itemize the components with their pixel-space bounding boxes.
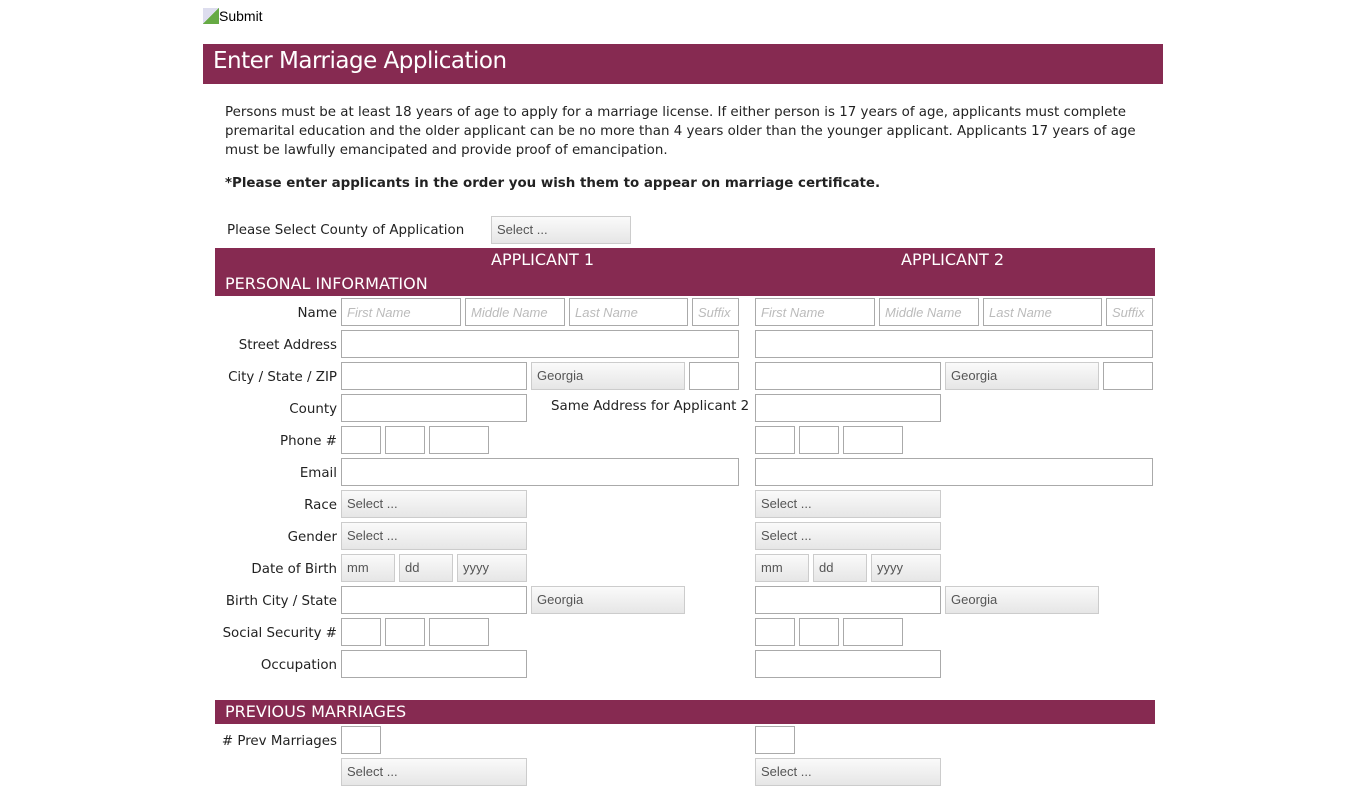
applicant-2-city-state-zip-select[interactable]: Georgia	[945, 362, 1099, 390]
applicant-1-date-of-birth-select[interactable]: yyyy	[457, 554, 527, 582]
applicant-2--prev-marriages-input[interactable]	[755, 726, 795, 754]
applicant-2-birth-city-state-input[interactable]	[755, 586, 941, 614]
applicant-2-name-input[interactable]: Last Name	[983, 298, 1102, 326]
applicant-2-phone-input[interactable]	[799, 426, 839, 454]
applicant-1-race-select[interactable]: Select ...	[341, 490, 527, 518]
applicant-2-street-address-input[interactable]	[755, 330, 1153, 358]
applicant-2-date-of-birth-select[interactable]: yyyy	[871, 554, 941, 582]
applicant-1-name-input[interactable]: First Name	[341, 298, 461, 326]
applicant-1-header: APPLICANT 1	[491, 250, 594, 269]
applicant-1-date-of-birth-select[interactable]: dd	[399, 554, 453, 582]
applicant-1-city-state-zip-input[interactable]	[689, 362, 739, 390]
applicant-2-occupation-input[interactable]	[755, 650, 941, 678]
order-note: *Please enter applicants in the order yo…	[225, 176, 881, 191]
applicant-1-birth-city-state-select[interactable]: Georgia	[531, 586, 685, 614]
row-label: Name	[297, 306, 337, 321]
applicant-2-social-security-input[interactable]	[843, 618, 903, 646]
applicant-2-phone-input[interactable]	[755, 426, 795, 454]
broken-image-icon	[203, 8, 219, 24]
applicant-1-name-input[interactable]: Suffix	[692, 298, 739, 326]
applicant-1-email-input[interactable]	[341, 458, 739, 486]
applicant-1-name-input[interactable]: Last Name	[569, 298, 688, 326]
applicant-1-name-input[interactable]: Middle Name	[465, 298, 565, 326]
applicant-2-social-security-input[interactable]	[799, 618, 839, 646]
applicant-1-phone-input[interactable]	[429, 426, 489, 454]
applicant-1-city-state-zip-input[interactable]	[341, 362, 527, 390]
same-address-label: Same Address for Applicant 2	[551, 399, 750, 414]
applicant-1-social-security-input[interactable]	[341, 618, 381, 646]
applicant-2-name-input[interactable]: First Name	[755, 298, 875, 326]
applicant-2-date-of-birth-select[interactable]: mm	[755, 554, 809, 582]
applicant-1-date-of-birth-select[interactable]: mm	[341, 554, 395, 582]
applicant-1-phone-input[interactable]	[385, 426, 425, 454]
applicant-2-county-input[interactable]	[755, 394, 941, 422]
row-label: Street Address	[238, 338, 337, 353]
row-label: Email	[299, 466, 337, 481]
applicant-2-date-of-birth-select[interactable]: dd	[813, 554, 867, 582]
applicant-1-city-state-zip-select[interactable]: Georgia	[531, 362, 685, 390]
applicant-2-phone-input[interactable]	[843, 426, 903, 454]
applicant-2-race-select[interactable]: Select ...	[755, 490, 941, 518]
submit-image-button[interactable]: Submit	[203, 8, 263, 24]
applicant-2-field-select[interactable]: Select ...	[755, 758, 941, 786]
row-label: Race	[304, 498, 337, 513]
applicant-2-social-security-input[interactable]	[755, 618, 795, 646]
applicant-2-name-input[interactable]: Middle Name	[879, 298, 979, 326]
intro-text: Persons must be at least 18 years of age…	[225, 105, 1136, 158]
row-label: Phone #	[280, 434, 337, 449]
applicant-1--prev-marriages-input[interactable]	[341, 726, 381, 754]
row-label: City / State / ZIP	[228, 370, 337, 385]
row-label: Gender	[287, 530, 337, 545]
applicant-1-birth-city-state-input[interactable]	[341, 586, 527, 614]
row-label: Birth City / State	[225, 594, 337, 609]
applicant-2-header: APPLICANT 2	[901, 250, 1004, 269]
applicant-1-field-select[interactable]: Select ...	[341, 758, 527, 786]
applicant-2-city-state-zip-input[interactable]	[755, 362, 941, 390]
applicant-2-gender-select[interactable]: Select ...	[755, 522, 941, 550]
applicant-header-band: APPLICANT 1 APPLICANT 2 PERSONAL INFORMA…	[215, 248, 1155, 296]
applicant-1-occupation-input[interactable]	[341, 650, 527, 678]
applicant-1-social-security-input[interactable]	[429, 618, 489, 646]
row-label: Date of Birth	[251, 562, 337, 577]
applicant-2-birth-city-state-select[interactable]: Georgia	[945, 586, 1099, 614]
row-label: Occupation	[260, 658, 337, 673]
prev-row-label: # Prev Marriages	[221, 734, 337, 749]
applicant-2-name-input[interactable]: Suffix	[1106, 298, 1153, 326]
county-of-application-label: Please Select County of Application	[227, 223, 465, 238]
previous-marriages-heading: PREVIOUS MARRIAGES	[225, 702, 407, 721]
applicant-1-county-input[interactable]	[341, 394, 527, 422]
page-title: Enter Marriage Application	[203, 44, 1163, 84]
applicant-2-email-input[interactable]	[755, 458, 1153, 486]
previous-marriages-band: PREVIOUS MARRIAGES	[215, 700, 1155, 724]
row-label: County	[289, 402, 337, 417]
applicant-1-gender-select[interactable]: Select ...	[341, 522, 527, 550]
row-label: Social Security #	[222, 626, 337, 641]
applicant-1-phone-input[interactable]	[341, 426, 381, 454]
county-of-application-select[interactable]: Select ...	[491, 216, 631, 244]
applicant-1-social-security-input[interactable]	[385, 618, 425, 646]
submit-alt-text: Submit	[219, 8, 263, 24]
applicant-2-city-state-zip-input[interactable]	[1103, 362, 1153, 390]
applicant-1-street-address-input[interactable]	[341, 330, 739, 358]
personal-information-heading: PERSONAL INFORMATION	[225, 274, 428, 293]
